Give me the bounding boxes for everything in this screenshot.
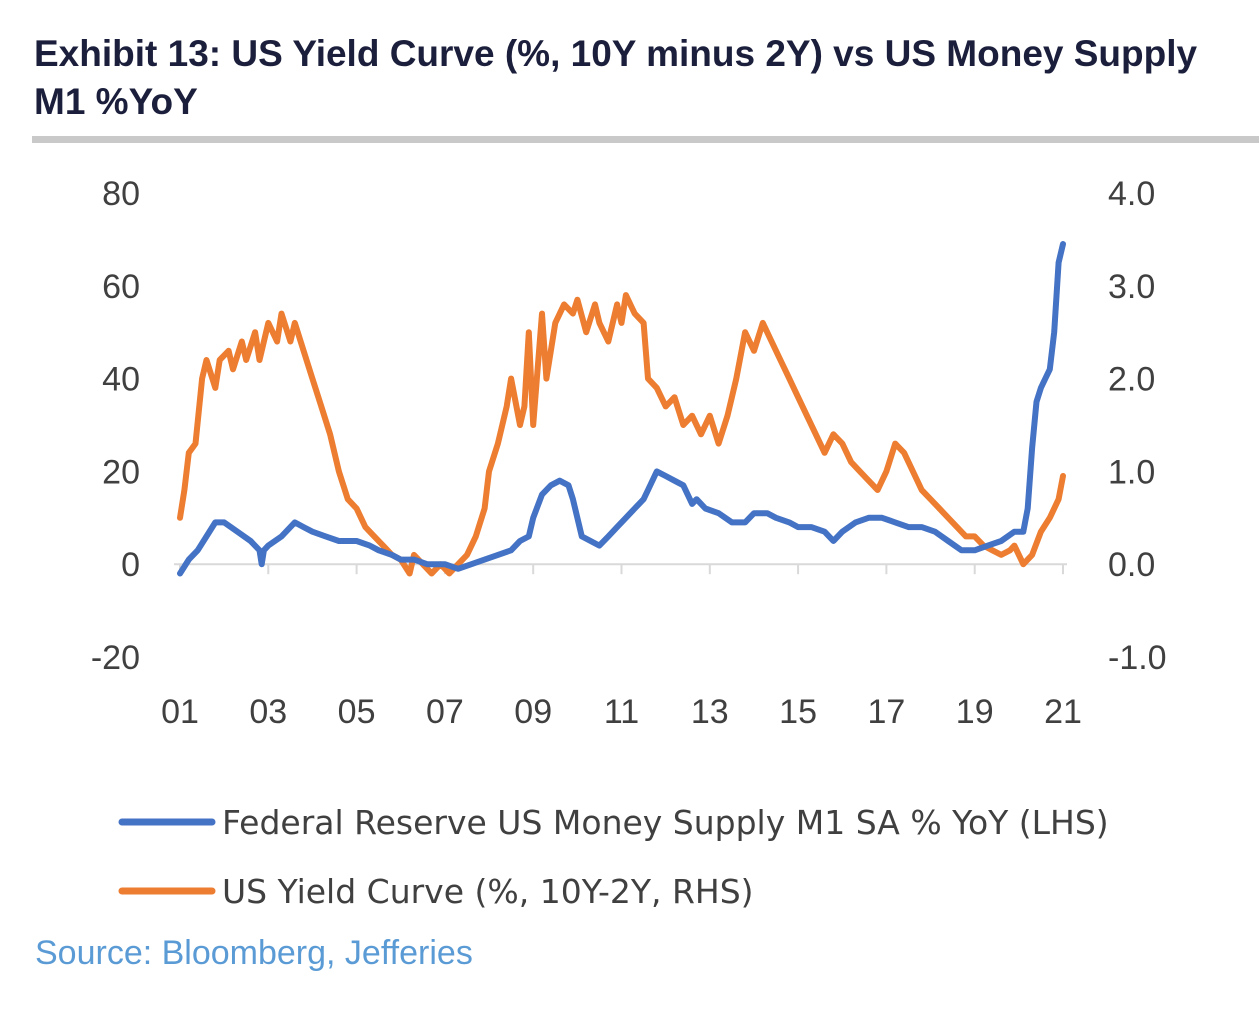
series-layer: [177, 241, 1066, 577]
x-tick-label: 13: [691, 693, 729, 731]
x-tick-label: 19: [956, 693, 994, 731]
x-tick-label: 09: [514, 693, 552, 731]
legend-item-yield-curve-label: US Yield Curve (%, 10Y-2Y, RHS): [222, 872, 754, 911]
yield-curve-m1-chart: 01 03 05 07 09 11 13 15 17 19 21 80 60 40 20 0 -20 4.0 3.0…: [91, 175, 1167, 911]
x-tick-label: 15: [779, 693, 817, 731]
x-tick-label: 07: [426, 693, 464, 731]
y-right-tick-label: 2.0: [1108, 361, 1155, 399]
title-divider: [32, 136, 1259, 143]
axis-layer: 01 03 05 07 09 11 13 15 17 19 21 80 60 40 20 0 -20 4.0 3.0…: [91, 175, 1167, 731]
y-left-tick-label: 20: [102, 453, 140, 491]
y-left-tick-label: 0: [121, 546, 140, 584]
y-left-tick-label: 40: [102, 361, 140, 399]
y-right-tick-label: -1.0: [1108, 639, 1167, 677]
y-right-tick-label: 1.0: [1108, 453, 1155, 491]
y-right-tick-label: 0.0: [1108, 546, 1155, 584]
x-tick-label: 21: [1044, 693, 1082, 731]
legend: Federal Reserve US Money Supply M1 SA % …: [118, 803, 1109, 911]
y-right-tick-label: 3.0: [1108, 268, 1155, 306]
series-line-yield-curve: [177, 292, 1066, 577]
x-tick-label: 01: [161, 693, 199, 731]
legend-item-m1-label: Federal Reserve US Money Supply M1 SA % …: [222, 803, 1109, 842]
x-tick-label: 03: [249, 693, 287, 731]
source-note: Source: Bloomberg, Jefferies: [35, 934, 473, 972]
chart-title: Exhibit 13: US Yield Curve (%, 10Y minus…: [34, 33, 1198, 122]
y-right-tick-label: 4.0: [1108, 175, 1155, 213]
series-line-m1: [177, 241, 1066, 577]
y-left-tick-label: 60: [102, 268, 140, 306]
x-tick-label: 11: [604, 693, 639, 731]
x-tick-label: 05: [338, 693, 376, 731]
y-left-tick-label: 80: [102, 175, 140, 213]
y-left-tick-label: -20: [91, 639, 140, 677]
x-tick-label: 17: [867, 693, 905, 731]
